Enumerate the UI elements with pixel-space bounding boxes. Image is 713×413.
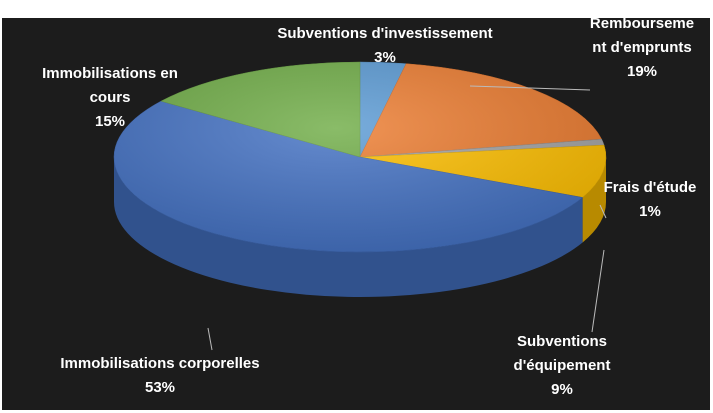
category-label: Immobilisations en cours bbox=[42, 65, 178, 106]
data-label: Frais d'étude 1% bbox=[590, 176, 710, 224]
value-label: 15% bbox=[94, 113, 126, 130]
category-label: Remboursement d'emprunts bbox=[589, 15, 695, 56]
data-label: Immobilisations en cours 15% bbox=[20, 62, 200, 134]
value-label: 53% bbox=[144, 379, 176, 396]
category-label: Subventions d'investissement bbox=[277, 25, 493, 42]
slice-side bbox=[114, 157, 583, 297]
value-label: 9% bbox=[551, 381, 573, 398]
leader-lines bbox=[207, 85, 607, 351]
value-label: 3% bbox=[374, 49, 396, 66]
data-label: Remboursement d'emprunts 19% bbox=[586, 12, 698, 84]
leader-line bbox=[591, 249, 605, 333]
leader-line bbox=[207, 327, 213, 351]
value-label: 1% bbox=[639, 203, 661, 220]
category-label: Subventions d'équipement bbox=[513, 333, 611, 374]
data-label: Immobilisations corporelles 53% bbox=[30, 352, 290, 400]
data-label: Subventions d'investissement 3% bbox=[235, 22, 535, 70]
leader-line bbox=[469, 85, 591, 91]
leader-line bbox=[599, 204, 607, 219]
category-label: Immobilisations corporelles bbox=[60, 355, 260, 372]
data-label: Subventions d'équipement 9% bbox=[497, 330, 627, 402]
value-label: 19% bbox=[626, 63, 658, 80]
category-label: Frais d'étude bbox=[603, 179, 697, 196]
